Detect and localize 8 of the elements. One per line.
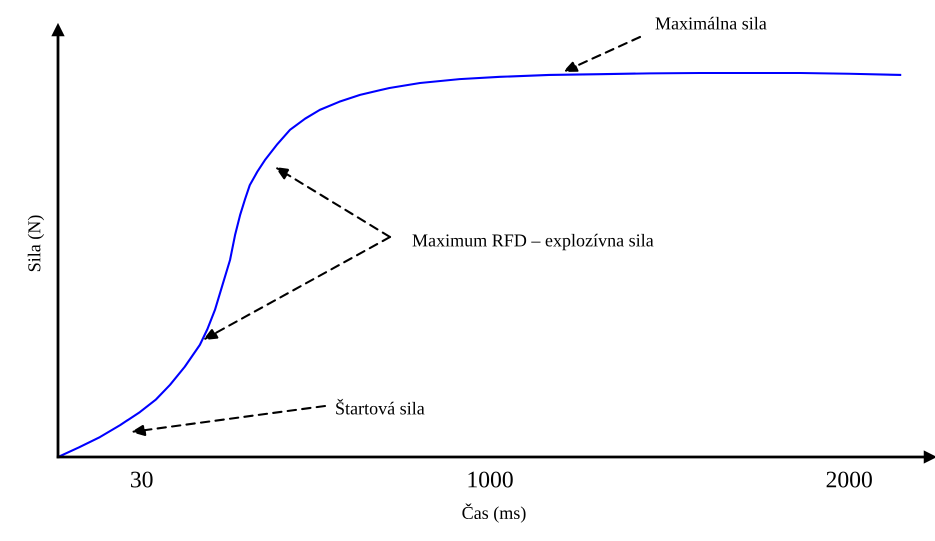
text: Maximálna sila <box>656 16 767 30</box>
x-tick-label: 1000 <box>468 472 513 488</box>
x-tick-label: 30 <box>131 472 153 488</box>
annotation: Maximum RFD – explozívna sila <box>412 234 654 250</box>
annotation: Štartová sila <box>336 398 425 415</box>
x-tick-label: 2000 <box>826 472 872 488</box>
x-axis-title: Čas (ms) <box>462 503 526 523</box>
y-axis-title: Sila (N) <box>28 215 44 272</box>
